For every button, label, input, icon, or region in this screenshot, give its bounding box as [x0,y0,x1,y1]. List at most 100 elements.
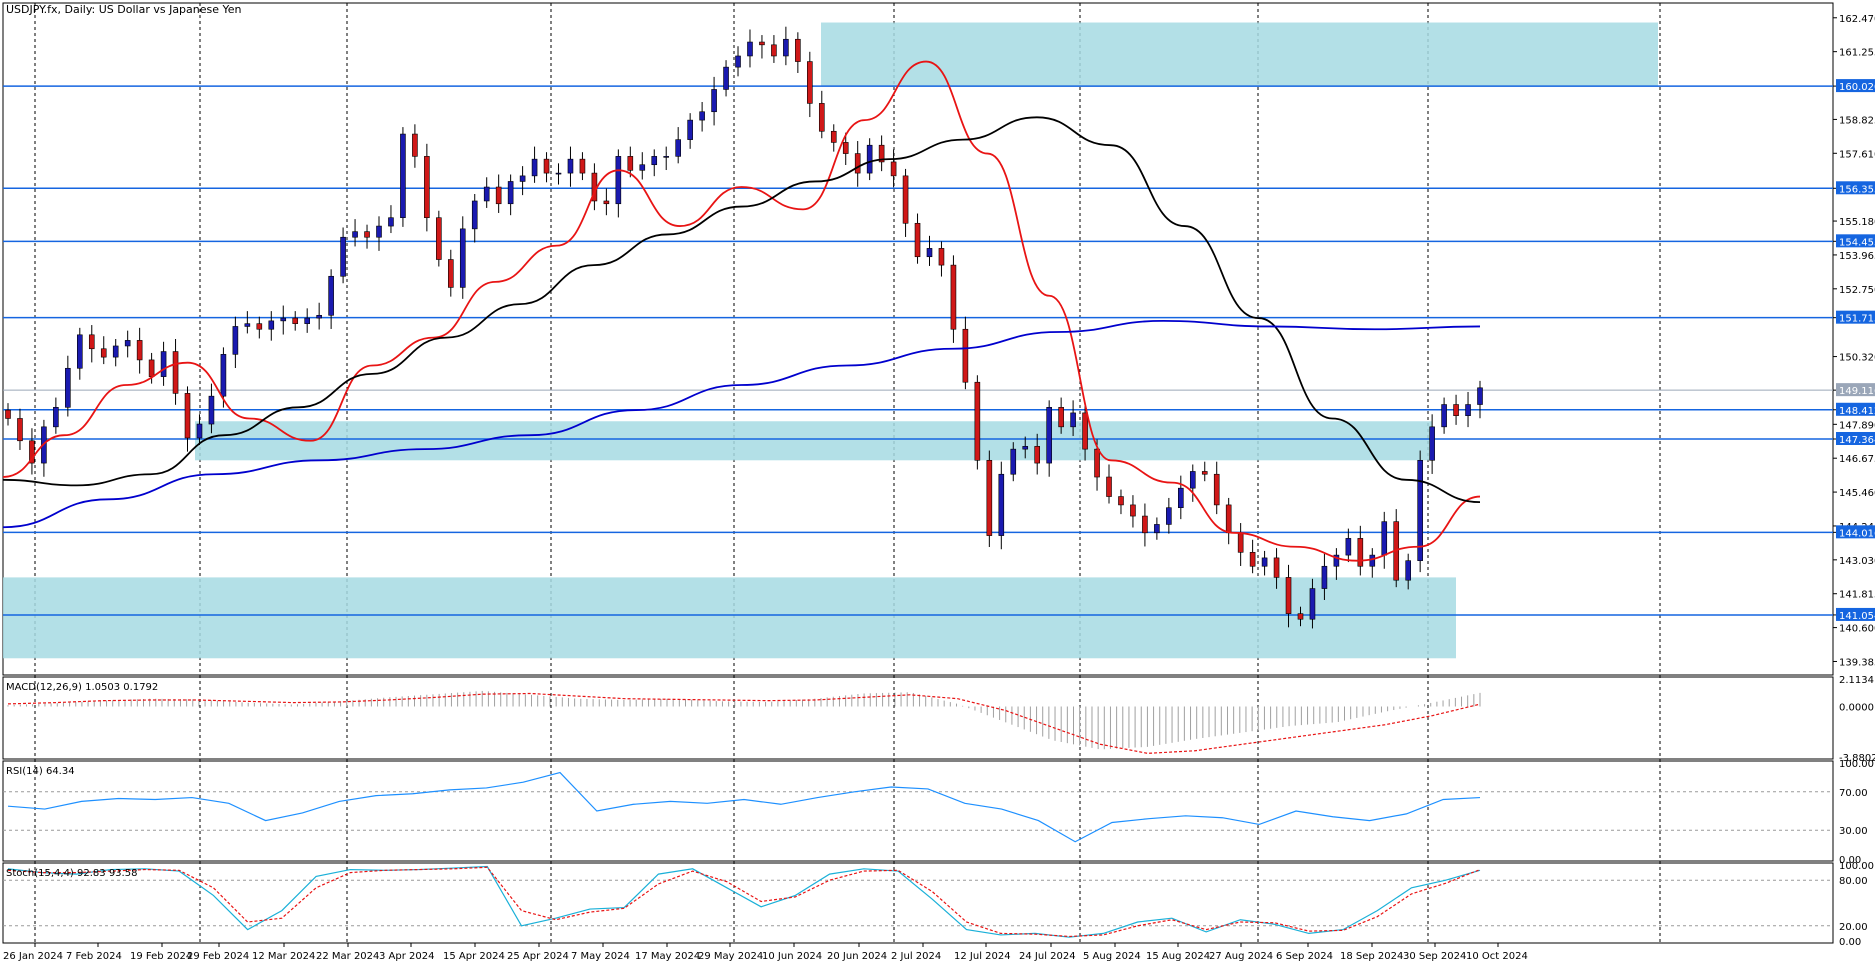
rsi-line [7,771,1481,843]
candle-body [1046,407,1052,464]
candle-body [112,345,119,358]
y-tick-label: 152.750 [1839,285,1875,296]
candle-body [1201,471,1208,475]
y-tick-label: 156.355 [1839,184,1875,195]
x-tick-label: 12 Mar 2024 [252,951,315,962]
candle-body [675,139,681,157]
candle-body [17,418,23,442]
candle-body [280,317,287,322]
y-tick-highlight [1836,431,1875,445]
candle-body [340,236,346,277]
candle-body [1225,504,1232,534]
candle-body [388,217,394,227]
candle-body [771,44,777,57]
candle-body [890,161,897,177]
candle-body [962,328,969,383]
candle-body [208,395,215,425]
x-tick-label: 27 Aug 2024 [1209,951,1273,962]
candle-body [1213,473,1220,506]
candle-body [627,156,634,171]
candle-body [1297,613,1304,620]
y-tick-label: 157.610 [1839,149,1875,160]
candle-body [352,231,358,238]
zones [3,22,1658,659]
x-tick-label: 24 Jul 2024 [1019,951,1076,962]
rsi-panel: 100.00 70.00 30.00 0.00 [3,759,1874,866]
support-resistance-zone [3,577,1456,659]
candle-body [902,175,909,224]
x-tick-label: 30 Sep 2024 [1403,951,1466,962]
candle-body [471,200,478,230]
candle-body [699,111,705,121]
candle-body [579,158,586,174]
y-tick-label: 158.825 [1839,115,1875,126]
y-tick-highlight [1836,525,1875,539]
candle-body [495,186,502,205]
candle-body [1249,552,1256,567]
candle-body [759,41,765,46]
y-tick-label: 161.255 [1839,48,1875,59]
candle-body [974,381,981,461]
candle-body [531,158,538,177]
x-tick-label: 25 Apr 2024 [507,951,569,962]
candle-body [1118,496,1124,506]
y-tick-label: 147.364 [1839,435,1875,446]
stoch-pane-border [2,862,1834,944]
candle-body [998,473,1005,536]
candle-body [220,354,227,397]
rsi-label: RSI(14) 64.34 [6,766,75,777]
macd-signal-line [7,692,1481,754]
candle-body [424,156,430,219]
stoch-y-tick-label: 100.00 [1839,861,1874,872]
stoch-label: Stoch(15,4,4) 92.83 93.58 [6,868,137,879]
candle-body [986,459,993,536]
x-tick-label: 10 Oct 2024 [1466,951,1528,962]
vertical-grid [34,3,1661,943]
x-tick-label: 15 Apr 2024 [443,951,505,962]
stoch-y-tick-label: 20.00 [1839,922,1868,933]
candle-body [292,317,299,324]
candle-body [376,225,382,238]
candle-body [53,407,59,428]
moving-averages [2,60,1481,562]
candle-body [412,133,418,157]
y-tick-label: 153.965 [1839,251,1875,262]
y-tick-highlight [1836,181,1875,195]
candle-body [328,275,334,316]
x-tick-label: 17 May 2024 [635,951,700,962]
candle-body [1309,588,1316,620]
stoch-y-tick-label: 80.00 [1839,876,1868,887]
candle-body [567,158,574,174]
y-tick-label: 145.460 [1839,488,1875,499]
candle-body [1465,404,1471,416]
candle-body [400,133,406,219]
candle-body [747,41,753,57]
candle-body [1130,504,1136,517]
y-tick-label: 140.600 [1839,624,1875,635]
candle-body [507,181,514,205]
stoch-k-line [7,865,1481,938]
candle-body [29,440,35,464]
macd-label: MACD(12,26,9) 1.0503 0.1792 [6,682,158,693]
candle-body [1357,538,1364,567]
candle-body [1070,412,1076,428]
y-tick-label: 149.116 [1839,386,1875,397]
candle-body [639,164,646,171]
x-tick-label: 22 Mar 2024 [316,951,379,962]
candle-body [1441,404,1447,428]
candle-body [1010,448,1017,475]
candle-body [1381,521,1388,556]
candle-body [256,323,263,330]
y-tick-highlight [1836,383,1875,397]
candle-body [555,172,562,175]
candle-body [687,119,693,140]
y-tick-label: 162.470 [1839,14,1875,25]
rsi-y-tick-label: 100.00 [1839,759,1874,770]
candle-body [364,231,370,238]
candle-body [77,334,83,369]
candle-body [795,38,801,62]
candle-body [543,158,550,174]
candle-body [663,156,670,158]
